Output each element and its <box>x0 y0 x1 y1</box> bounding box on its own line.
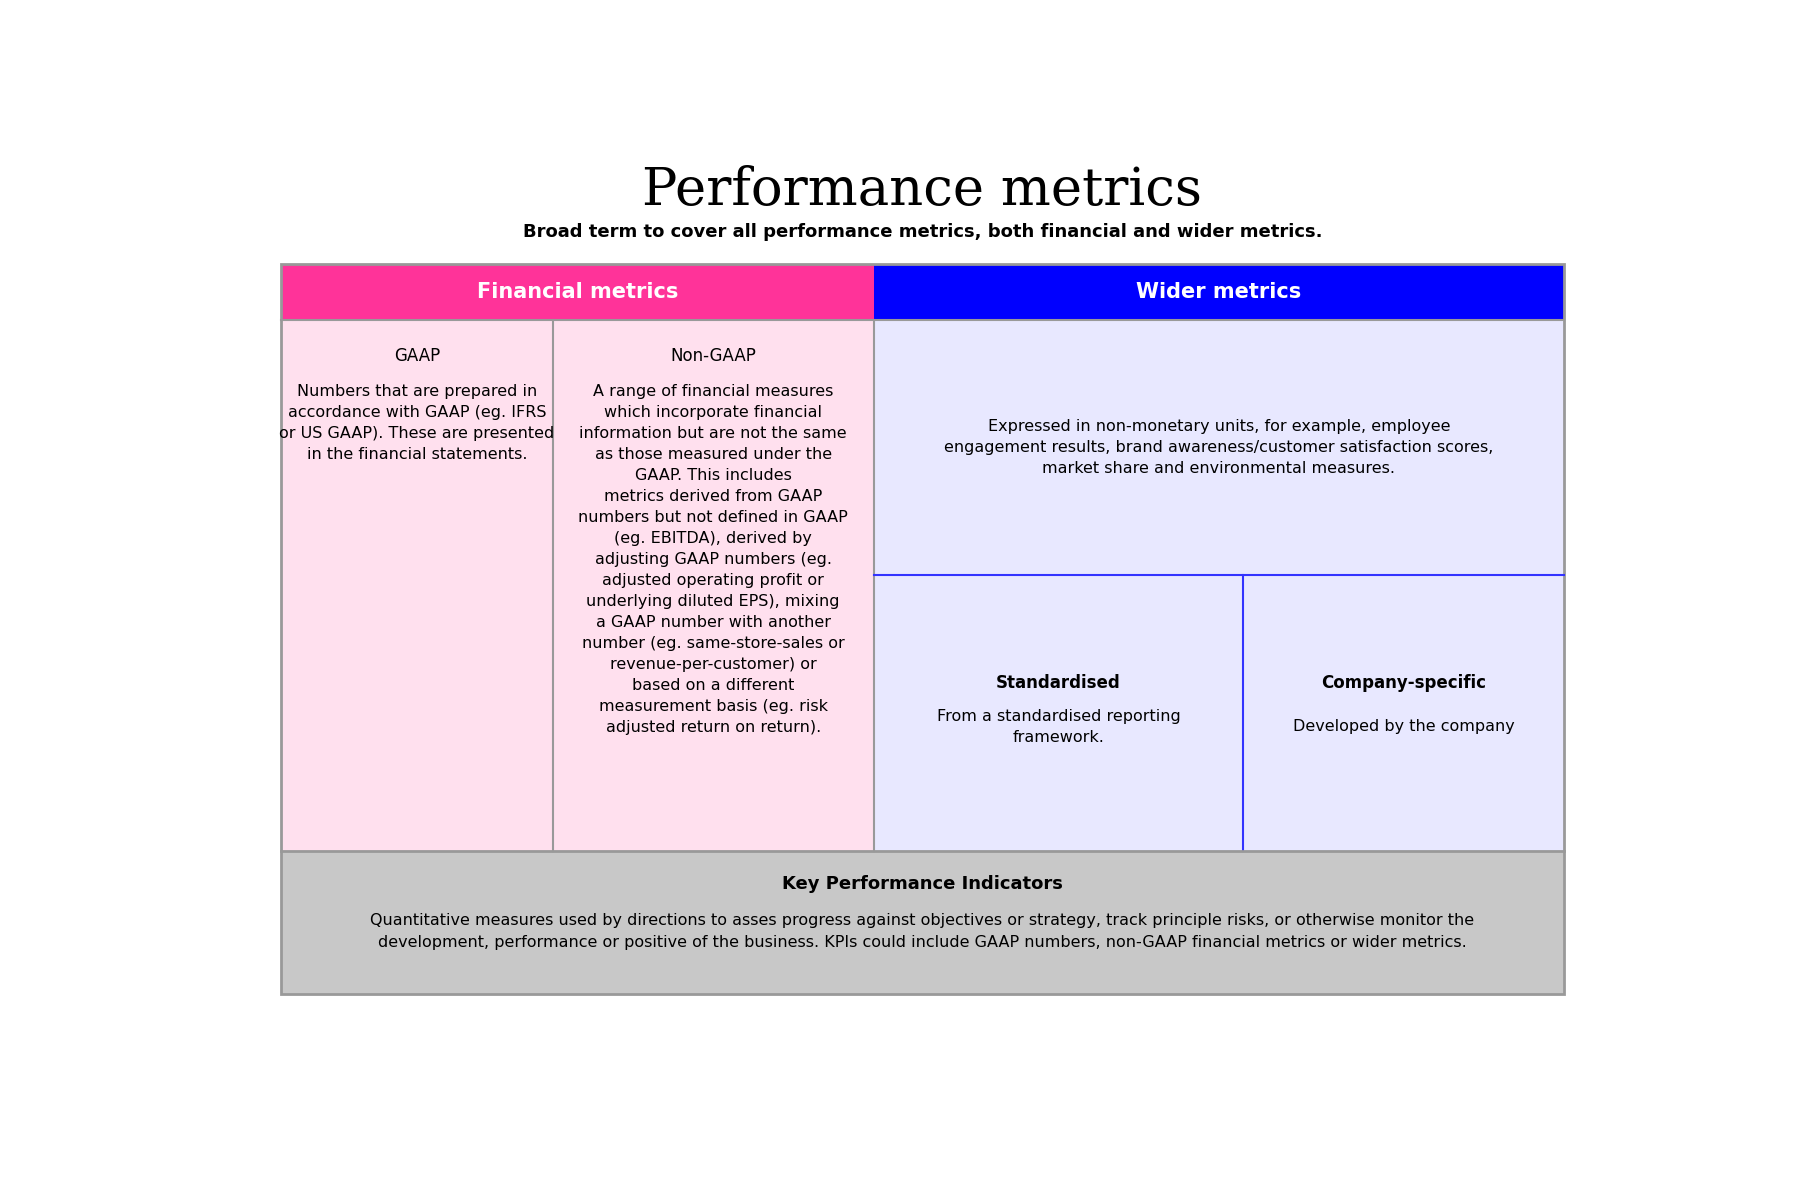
Text: Financial metrics: Financial metrics <box>477 282 679 302</box>
Text: Wider metrics: Wider metrics <box>1136 282 1301 302</box>
Text: Numbers that are prepared in
accordance with GAAP (eg. IFRS
or US GAAP). These a: Numbers that are prepared in accordance … <box>279 384 554 462</box>
Text: Performance metrics: Performance metrics <box>643 164 1202 216</box>
Text: Broad term to cover all performance metrics, both financial and wider metrics.: Broad term to cover all performance metr… <box>522 223 1323 241</box>
Text: Quantitative measures used by directions to asses progress against objectives or: Quantitative measures used by directions… <box>371 913 1474 950</box>
Text: Non-GAAP: Non-GAAP <box>670 347 756 365</box>
FancyBboxPatch shape <box>281 851 1564 994</box>
Text: Standardised: Standardised <box>995 674 1121 692</box>
FancyBboxPatch shape <box>281 264 873 319</box>
FancyBboxPatch shape <box>873 264 1564 319</box>
FancyBboxPatch shape <box>281 319 873 851</box>
FancyBboxPatch shape <box>873 319 1564 851</box>
Text: From a standardised reporting
framework.: From a standardised reporting framework. <box>936 708 1181 744</box>
Text: Expressed in non-monetary units, for example, employee
engagement results, brand: Expressed in non-monetary units, for exa… <box>945 419 1494 475</box>
Text: GAAP: GAAP <box>394 347 439 365</box>
Text: Company-specific: Company-specific <box>1321 674 1487 692</box>
Text: Key Performance Indicators: Key Performance Indicators <box>781 875 1064 893</box>
Text: Developed by the company: Developed by the company <box>1292 719 1514 734</box>
Text: A range of financial measures
which incorporate financial
information but are no: A range of financial measures which inco… <box>578 384 848 736</box>
